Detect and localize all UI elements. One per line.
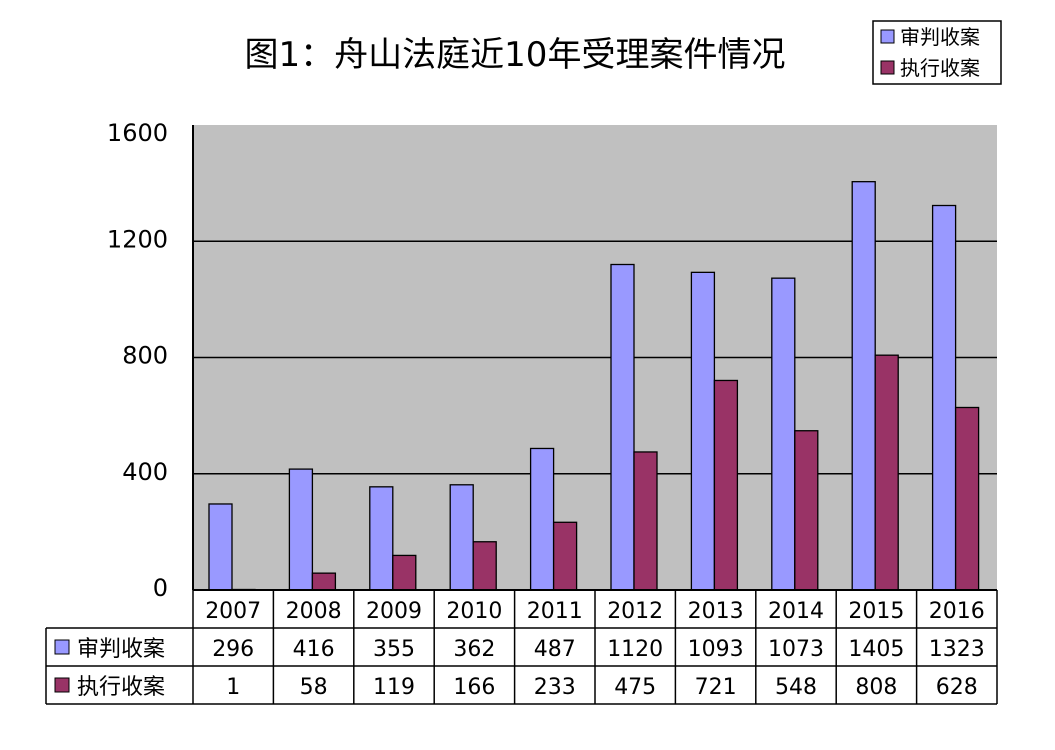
table-cell-value: 233: [534, 675, 576, 700]
table-series-swatch: [54, 677, 70, 693]
chart-title: 图1：舟山法庭近10年受理案件情况: [245, 35, 786, 75]
bar-trial: [690, 271, 716, 591]
bar-trial: [449, 484, 474, 591]
table-cell-value: 1093: [688, 637, 744, 662]
legend-swatch-trial: [880, 29, 895, 44]
y-tick-label: 800: [122, 342, 168, 370]
y-tick-label: 400: [122, 458, 168, 486]
x-tick-label: 2011: [527, 599, 583, 624]
bar-trial: [931, 204, 957, 591]
table-cell-value: 548: [775, 675, 817, 700]
x-tick-label: 2016: [929, 599, 985, 624]
table-cell-value: 628: [936, 675, 978, 700]
table-series-swatch: [54, 639, 70, 655]
table-cell-value: 362: [453, 637, 495, 662]
table-cell-value: 487: [534, 637, 576, 662]
x-tick-label: 2008: [286, 599, 342, 624]
plot-area: 0 400 800 1200 1600: [107, 119, 997, 602]
table-cell-value: 296: [212, 637, 254, 662]
table-cell-value: 1405: [848, 637, 904, 662]
x-tick-label: 2009: [366, 599, 422, 624]
bar-execution: [552, 521, 578, 591]
legend-swatch-execution: [880, 60, 895, 75]
y-tick-label: 1200: [107, 225, 168, 253]
y-tick-label: 0: [153, 574, 168, 602]
table-cell-value: 119: [373, 675, 415, 700]
bar-trial: [208, 503, 233, 591]
bar-execution: [794, 430, 819, 591]
table-cell-value: 808: [855, 675, 897, 700]
table-cell-value: 1: [226, 675, 240, 700]
table-cell-value: 416: [293, 637, 335, 662]
x-tick-label: 2014: [768, 599, 824, 624]
table-cell-value: 475: [614, 675, 656, 700]
x-tick-label: 2010: [446, 599, 502, 624]
x-tick-label: 2013: [688, 599, 744, 624]
bar-trial: [851, 181, 876, 591]
data-table: 2007 2008 2009 2010 2011 2012 2013 2014 2015 2016…: [45, 589, 998, 705]
table-cell-value: 721: [695, 675, 737, 700]
bar-execution: [633, 451, 658, 591]
table-cell-value: 1073: [768, 637, 824, 662]
bar-trial: [610, 263, 635, 591]
bar-execution: [713, 379, 739, 591]
bar-execution: [311, 572, 337, 591]
bar-execution: [472, 541, 497, 591]
bar-trial: [529, 447, 555, 591]
table-cell-value: 166: [453, 675, 495, 700]
legend-label-execution: 执行收案: [900, 56, 980, 80]
x-tick-label: 2015: [848, 599, 904, 624]
x-tick-label: 2007: [205, 599, 261, 624]
legend-label-trial: 审判收案: [900, 25, 980, 49]
x-tick-label: 2012: [607, 599, 663, 624]
bar-trial: [369, 486, 394, 591]
table-series-label: 审判收案: [77, 637, 165, 662]
y-tick-label: 1600: [107, 119, 168, 147]
bar-execution: [874, 354, 899, 591]
table-cell-value: 1120: [607, 637, 663, 662]
legend: 审判收案 执行收案: [872, 20, 1002, 85]
table-cell-value: 355: [373, 637, 415, 662]
table-cell-value: 58: [300, 675, 328, 700]
bar-trial: [288, 468, 314, 591]
table-cell-value: 1323: [929, 637, 985, 662]
bar-trial: [771, 277, 796, 591]
bar-execution: [954, 406, 980, 591]
bar-execution: [392, 554, 417, 591]
table-series-label: 执行收案: [77, 675, 165, 700]
